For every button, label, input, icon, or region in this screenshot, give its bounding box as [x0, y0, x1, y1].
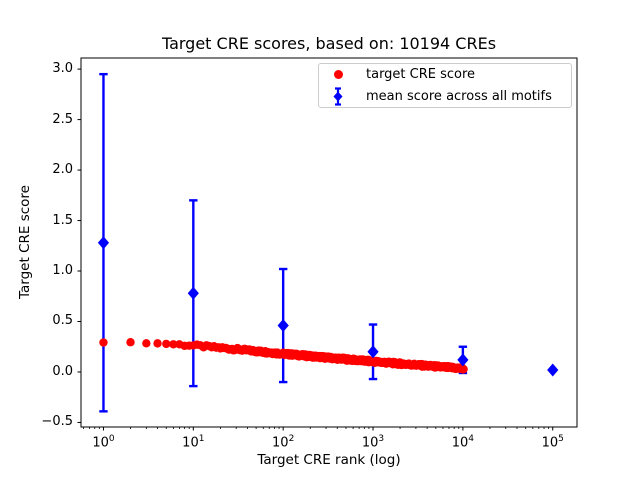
- x-tick-label: 104: [451, 434, 475, 451]
- red-scatter-series: [99, 338, 468, 374]
- y-tick-label: 2.5: [52, 111, 73, 127]
- y-tick-label: −0.5: [41, 414, 73, 430]
- legend-label: mean score across all motifs: [366, 89, 552, 104]
- y-tick-label: 0.0: [52, 363, 73, 379]
- x-tick-label: 100: [92, 434, 115, 451]
- axis-ticks: [77, 68, 554, 431]
- y-tick-label: 1.5: [52, 212, 73, 228]
- legend-item-mean-score: mean score across all motifs: [319, 86, 571, 107]
- legend-marker-cell: [319, 86, 357, 107]
- legend-label: target CRE score: [366, 67, 476, 82]
- x-tick-label: 103: [361, 434, 385, 451]
- y-tick-label: 2.0: [52, 162, 73, 178]
- x-axis-label: Target CRE rank (log): [257, 452, 401, 468]
- x-tick-label: 101: [182, 434, 205, 451]
- chart-title: Target CRE scores, based on: 10194 CREs: [161, 34, 497, 53]
- red-circle-icon: [333, 70, 343, 79]
- y-axis-label-text: Target CRE score: [17, 185, 33, 299]
- y-tick-label: 3.0: [52, 61, 73, 77]
- legend-marker-cell: [319, 70, 357, 79]
- legend-item-target-score: target CRE score: [319, 64, 571, 85]
- y-tick-label: 1.0: [52, 263, 73, 279]
- blue-diamond-markers: [97, 236, 559, 377]
- x-tick-label: 102: [272, 434, 295, 451]
- x-tick-label: 105: [541, 434, 564, 451]
- axes-spines: [80, 57, 578, 428]
- legend: target CRE score mean score across all m…: [318, 63, 572, 108]
- blue-diamond-errorbar-icon: [333, 87, 343, 106]
- y-tick-label: 0.5: [52, 313, 73, 329]
